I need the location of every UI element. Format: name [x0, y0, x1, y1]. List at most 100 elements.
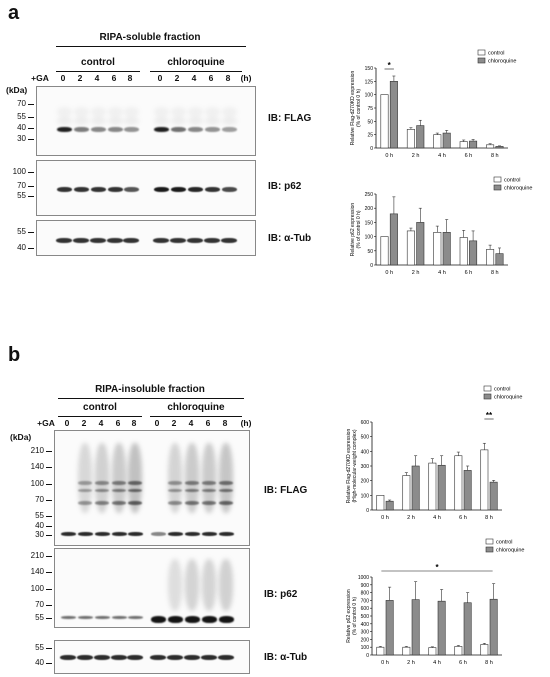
band [184, 655, 200, 660]
mw-tick [46, 526, 52, 527]
mw-tick [28, 232, 34, 233]
y-tick-label: 900 [361, 583, 370, 589]
bar [389, 213, 398, 266]
panel-a-p62-blot [36, 160, 256, 216]
y-tick-label: 150 [365, 66, 374, 72]
band [127, 616, 143, 619]
y-tick-label: 100 [365, 235, 374, 241]
bar [385, 600, 394, 656]
y-tick-label: 50 [367, 249, 373, 255]
mw-marker: 30 [35, 530, 44, 539]
bar [380, 236, 389, 266]
lane-label: 6 [208, 73, 214, 83]
panel-a-letter: a [8, 2, 20, 24]
y-tick-label: 800 [361, 591, 370, 597]
bar [480, 449, 489, 511]
x-tick-label: 8 h [485, 660, 493, 666]
lane-label: 0 [64, 418, 70, 428]
bar [469, 140, 478, 149]
band [201, 532, 217, 536]
bar [389, 81, 398, 149]
band [221, 117, 237, 125]
bar [385, 500, 394, 511]
y-tick-label: 500 [361, 435, 370, 441]
lane-label: 4 [98, 418, 104, 428]
band [112, 443, 126, 513]
bar [489, 598, 498, 656]
bar [480, 644, 489, 656]
mw-marker: 55 [17, 227, 26, 236]
band [170, 187, 186, 192]
band [56, 117, 72, 125]
band [78, 443, 92, 513]
band [56, 187, 72, 192]
bar [459, 237, 468, 266]
x-tick-label: 0 h [385, 153, 393, 159]
bar [416, 222, 425, 266]
legend-label: control [504, 178, 521, 184]
mw-tick [28, 139, 34, 140]
band [107, 238, 123, 243]
mw-tick [28, 196, 34, 197]
y-tick-label: 500 [361, 614, 370, 620]
band [111, 616, 127, 619]
bar [406, 230, 415, 266]
y-tick-label: 50 [367, 119, 373, 125]
band [185, 501, 199, 505]
band [219, 489, 233, 492]
x-tick-label: 2 h [407, 660, 415, 666]
mw-tick [28, 172, 34, 173]
band [185, 559, 199, 611]
mw-marker: 100 [12, 167, 26, 176]
band [184, 616, 200, 623]
lane-label: 4 [94, 73, 100, 83]
band [128, 481, 142, 485]
x-tick-label: 0 h [381, 515, 389, 521]
mw-tick [46, 556, 52, 557]
bar [376, 646, 385, 656]
significance-marker: ** [486, 411, 493, 420]
bar [459, 141, 468, 149]
bar [433, 232, 442, 266]
legend-label: control [496, 540, 513, 546]
lane-label: 0 [157, 73, 163, 83]
y-tick-label: 75 [367, 106, 373, 112]
lane-label: 8 [225, 73, 231, 83]
bar [380, 94, 389, 149]
band [128, 443, 142, 513]
band [153, 127, 169, 132]
band [204, 127, 220, 132]
panel-a-tub-blot [36, 220, 256, 256]
bar [442, 232, 451, 266]
legend-swatch [485, 538, 494, 545]
panel-b-fraction-line [58, 398, 244, 399]
y-tick-label: 200 [361, 637, 370, 643]
legend-swatch [493, 176, 502, 183]
band [150, 532, 166, 536]
band [90, 187, 106, 192]
significance-marker: * [435, 563, 439, 572]
lane-label: 2 [77, 73, 83, 83]
panel-b-control-line [58, 416, 142, 417]
bar [442, 132, 451, 149]
legend-label: chloroquine [488, 59, 516, 65]
mw-marker: 70 [17, 181, 26, 190]
band [56, 127, 72, 132]
band [94, 655, 110, 660]
bar [454, 455, 463, 511]
panel-b-group-chloroquine: chloroquine [167, 402, 225, 413]
mw-tick [46, 572, 52, 573]
legend-swatch [483, 393, 492, 400]
x-tick-label: 0 h [385, 270, 393, 276]
band [187, 117, 203, 125]
band [123, 117, 139, 125]
y-tick-label: 0 [370, 263, 373, 269]
x-tick-label: 6 h [465, 153, 473, 159]
mw-tick [28, 248, 34, 249]
bar [402, 646, 411, 656]
band [90, 238, 106, 243]
bar [433, 134, 442, 149]
band [168, 489, 182, 492]
x-tick-label: 2 h [407, 515, 415, 521]
